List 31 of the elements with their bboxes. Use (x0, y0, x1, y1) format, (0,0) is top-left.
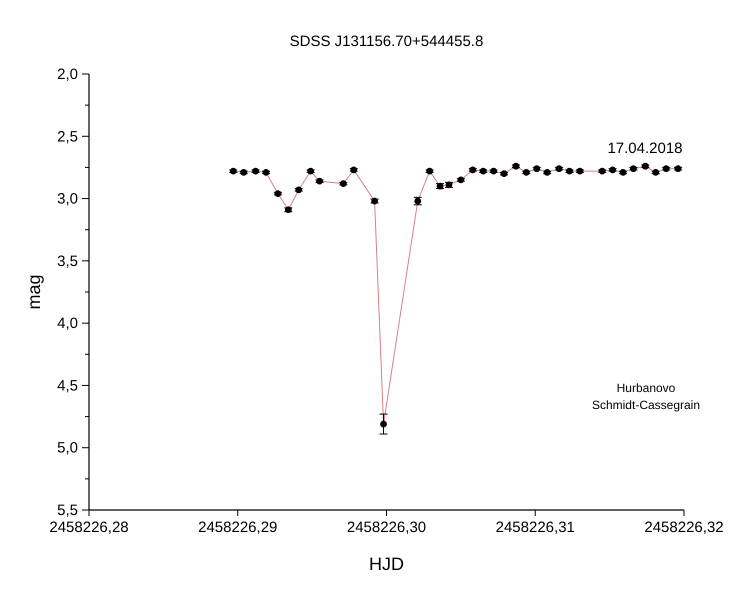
x-tick-label: 2458226,31 (496, 519, 575, 536)
x-tick-label: 2458226,28 (49, 519, 129, 536)
point (380, 420, 387, 428)
y-tick-label: 4,0 (57, 315, 78, 332)
x-axis-title: HJD (369, 554, 404, 574)
y-tick-label: 3,0 (57, 190, 78, 208)
annotation: Schmidt-Cassegrain (592, 398, 700, 412)
x-tick-label: 2458226,32 (644, 519, 724, 536)
y-tick-label: 5,5 (57, 502, 78, 519)
y-tick-label: 2,5 (57, 128, 78, 146)
point (350, 166, 358, 174)
y-tick-label: 3,5 (57, 252, 78, 270)
point (642, 162, 649, 170)
point (316, 178, 323, 185)
annotation: 17.04.2018 (607, 140, 683, 157)
point (274, 190, 282, 197)
y-tick-label: 5,0 (57, 440, 78, 457)
point (426, 168, 434, 175)
point (295, 186, 302, 194)
y-axis-title: mag (24, 274, 44, 310)
x-tick-label: 2458226,30 (346, 519, 426, 536)
point (307, 168, 314, 175)
y-tick-label: 2,0 (57, 66, 78, 83)
point (674, 165, 682, 172)
x-tick-label: 2458226,29 (198, 519, 278, 536)
y-tick-label: 4,5 (57, 377, 78, 394)
annotation: Hurbanovo (616, 381, 676, 395)
point (457, 176, 464, 184)
chart-title: SDSS J131156.70+544455.8 (290, 33, 484, 50)
point (512, 162, 520, 170)
point (340, 180, 347, 187)
